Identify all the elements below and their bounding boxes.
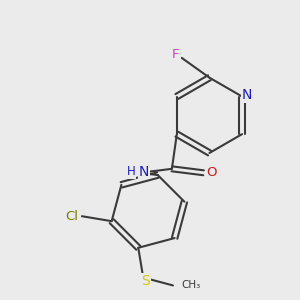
Text: Cl: Cl [65, 210, 79, 223]
Text: N: N [242, 88, 252, 101]
Text: N: N [139, 165, 149, 179]
Text: CH₃: CH₃ [181, 280, 200, 290]
Text: S: S [141, 274, 150, 289]
Text: O: O [206, 166, 217, 179]
Text: H: H [127, 165, 136, 178]
Text: F: F [172, 48, 179, 62]
